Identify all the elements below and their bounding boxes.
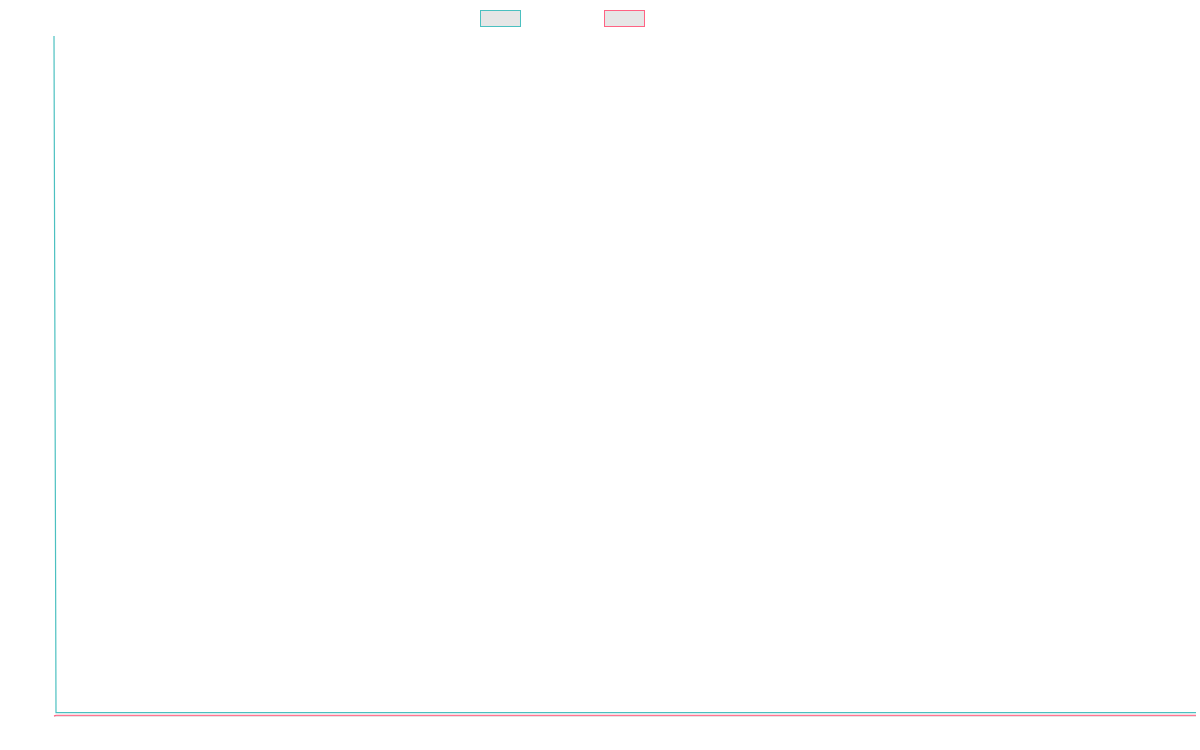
chart-series [53,35,1196,717]
series-line-2 [53,714,1196,717]
legend-swatch-2[interactable] [604,10,645,27]
legend-swatch-1[interactable] [480,10,521,27]
series-line-1 [53,35,1196,714]
chart-legend[interactable] [480,10,645,27]
